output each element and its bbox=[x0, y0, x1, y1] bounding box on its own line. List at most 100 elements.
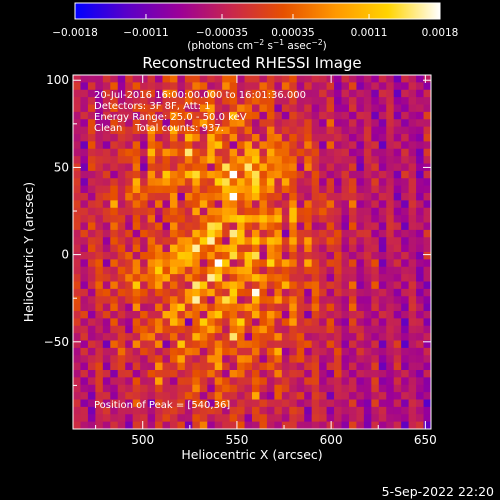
heatmap-cell bbox=[319, 311, 328, 319]
heatmap-cell bbox=[334, 399, 342, 408]
heatmap-cell bbox=[184, 392, 193, 400]
heatmap-cell bbox=[177, 97, 186, 105]
heatmap-cell bbox=[393, 229, 402, 238]
heatmap-cell bbox=[326, 318, 335, 327]
heatmap-cell bbox=[117, 111, 126, 120]
heatmap-cell bbox=[199, 134, 208, 142]
heatmap-cell bbox=[184, 193, 193, 201]
heatmap-cell bbox=[393, 82, 402, 91]
heatmap-cell bbox=[423, 170, 431, 179]
heatmap-cell bbox=[348, 259, 357, 268]
heatmap-cell bbox=[155, 252, 163, 260]
heatmap-cell bbox=[229, 178, 238, 187]
heatmap-cell bbox=[296, 333, 305, 341]
heatmap-cell bbox=[341, 185, 350, 194]
heatmap-cell bbox=[95, 207, 104, 216]
heatmap-cell bbox=[147, 89, 156, 98]
heatmap-cell bbox=[229, 355, 238, 364]
heatmap-cell bbox=[386, 296, 395, 305]
heatmap-cell bbox=[214, 288, 223, 297]
heatmap-cell bbox=[363, 178, 372, 187]
heatmap-cell bbox=[140, 355, 149, 364]
heatmap-cell bbox=[162, 296, 171, 305]
heatmap-cell bbox=[363, 193, 372, 201]
heatmap-cell bbox=[222, 111, 231, 120]
heatmap-cell bbox=[162, 406, 171, 415]
heatmap-cell bbox=[117, 281, 126, 290]
heatmap-cell bbox=[378, 82, 387, 91]
heatmap-cell bbox=[319, 200, 328, 209]
heatmap-cell bbox=[386, 111, 395, 120]
heatmap-cell bbox=[222, 288, 231, 297]
heatmap-cell bbox=[73, 237, 81, 246]
heatmap-cell bbox=[289, 141, 298, 150]
heatmap-cell bbox=[274, 97, 283, 105]
heatmap-cell bbox=[169, 288, 178, 297]
heatmap-cell bbox=[73, 193, 81, 201]
heatmap-cell bbox=[259, 370, 268, 378]
heatmap-cell bbox=[363, 75, 372, 83]
heatmap-cell bbox=[169, 97, 178, 105]
heatmap-cell bbox=[222, 347, 231, 356]
heatmap-cell bbox=[416, 288, 425, 297]
heatmap-cell bbox=[319, 148, 328, 157]
heatmap-cell bbox=[214, 340, 223, 349]
heatmap-cell bbox=[401, 163, 410, 172]
heatmap-cell bbox=[281, 414, 290, 423]
heatmap-cell bbox=[199, 347, 208, 356]
heatmap-cell bbox=[378, 200, 387, 209]
heatmap-cell bbox=[95, 185, 104, 194]
heatmap-cell bbox=[401, 252, 410, 260]
heatmap-cell bbox=[304, 185, 313, 194]
heatmap-cell bbox=[169, 193, 178, 201]
heatmap-cell bbox=[371, 156, 380, 164]
heatmap-cell bbox=[334, 414, 342, 423]
heatmap-cell bbox=[252, 355, 260, 364]
heatmap-cell bbox=[423, 414, 431, 423]
heatmap-cell bbox=[341, 229, 350, 238]
heatmap-cell bbox=[110, 148, 119, 157]
heatmap-cell bbox=[319, 134, 328, 142]
heatmap-cell bbox=[266, 355, 275, 364]
heatmap-cell bbox=[237, 82, 246, 91]
heatmap-cell bbox=[378, 384, 387, 393]
heatmap-cell bbox=[237, 421, 246, 429]
heatmap-cell bbox=[281, 89, 290, 98]
heatmap-cell bbox=[348, 163, 357, 172]
heatmap-cell bbox=[386, 237, 395, 246]
heatmap-cell bbox=[125, 399, 134, 408]
heatmap-cell bbox=[334, 252, 342, 260]
heatmap-cell bbox=[259, 178, 268, 187]
heatmap-cell bbox=[155, 288, 163, 297]
heatmap-cell bbox=[378, 362, 387, 371]
heatmap-cell bbox=[207, 185, 216, 194]
heatmap-cell bbox=[326, 119, 335, 128]
heatmap-cell bbox=[348, 126, 357, 135]
heatmap-cell bbox=[199, 281, 208, 290]
heatmap-cell bbox=[378, 377, 387, 386]
heatmap-cell bbox=[408, 185, 417, 194]
heatmap-cell bbox=[266, 274, 275, 282]
heatmap-cell bbox=[73, 134, 81, 142]
heatmap-cell bbox=[125, 347, 134, 356]
heatmap-cell bbox=[281, 384, 290, 393]
heatmap-cell bbox=[207, 252, 216, 260]
heatmap-cell bbox=[162, 384, 171, 393]
heatmap-cell bbox=[401, 340, 410, 349]
heatmap-cell bbox=[155, 244, 163, 253]
heatmap-cell bbox=[296, 377, 305, 386]
heatmap-cell bbox=[184, 406, 193, 415]
heatmap-cell bbox=[274, 281, 283, 290]
heatmap-cell bbox=[259, 377, 268, 386]
heatmap-cell bbox=[401, 414, 410, 423]
heatmap-cell bbox=[371, 141, 380, 150]
heatmap-cell bbox=[207, 421, 216, 429]
heatmap-cell bbox=[132, 274, 141, 282]
heatmap-cell bbox=[207, 104, 216, 113]
heatmap-cell bbox=[140, 288, 149, 297]
heatmap-cell bbox=[214, 421, 223, 429]
heatmap-cell bbox=[237, 281, 246, 290]
heatmap-cell bbox=[95, 392, 104, 400]
heatmap-cell bbox=[95, 163, 104, 172]
heatmap-cell bbox=[184, 126, 193, 135]
